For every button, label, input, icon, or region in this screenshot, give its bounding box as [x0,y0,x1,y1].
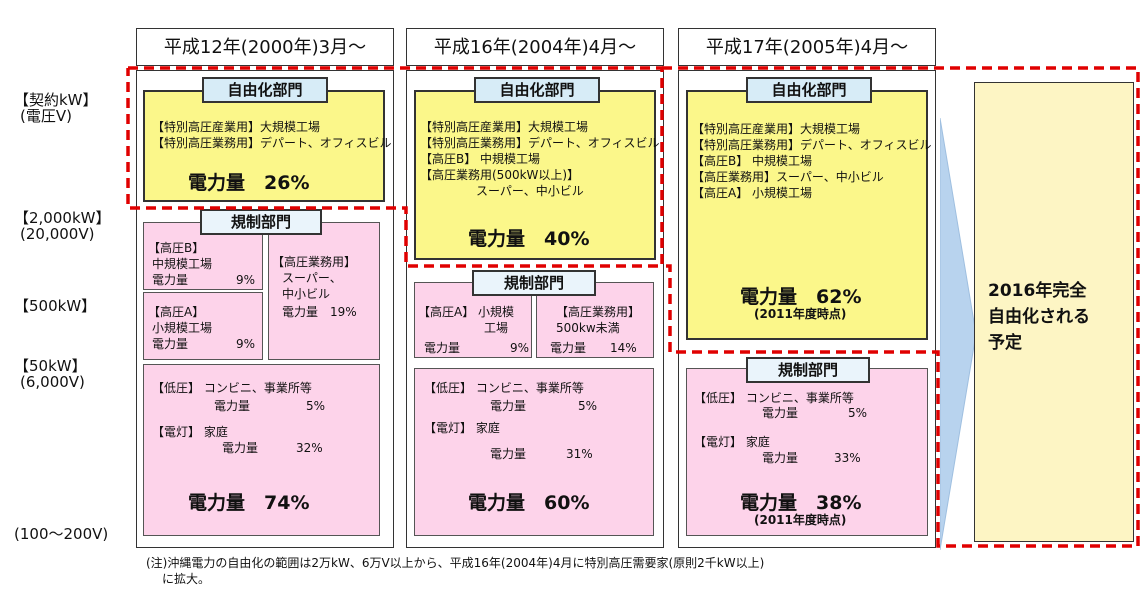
liberalized-line-2000-1: 【特別高圧産業用】大規模工場 [152,120,321,134]
highA-line2-2004: 工場 [484,321,509,335]
regulated-box-2004-low [414,368,654,536]
light-line2-2005: 電力量 [762,451,799,465]
business-line2-2000: 中小ビル [282,287,331,301]
business-line3-2004: 電力量 14% [550,341,637,355]
business-line2-2004: 500kw未満 [556,321,620,335]
regulated-box-2005 [686,368,928,536]
liberalized-power-2005: 電力量 62% [740,286,862,308]
regulated-title-2000: 規制部門 [200,209,322,235]
liberalized-title-2004: 自由化部門 [474,77,600,103]
liberalized-line-2005-5: 【高圧A】 小規模工場 [692,186,813,200]
regulated-title-2004: 規制部門 [472,270,596,296]
liberalized-title-2005: 自由化部門 [746,77,872,103]
liberalized-line-2005-4: 【高圧業務用】スーパー、中小ビル [692,170,884,184]
light-pct-2004: 31% [566,447,593,461]
future-liberalization-box [974,82,1134,542]
future-text-line1: 2016年完全 [988,281,1087,301]
column-header-2005: 平成17年(2005年)4月～ [678,28,936,66]
regulated-box-2000-highA [143,292,263,360]
liberalized-power-2004: 電力量 40% [468,228,590,250]
highA-line2-2000: 電力量 [152,337,189,351]
footnote-line2: に拡大。 [162,572,211,586]
y-label-50kw: 【50kW】 [14,357,87,375]
arrow-right-icon [940,118,977,550]
highA-label-2000: 【高圧A】 [148,305,205,319]
highB-line1-2000: 中規模工場 [152,257,213,271]
liberalized-line-2005-2: 【特別高圧業務用】デパート、オフィスビル [692,138,932,152]
business-label-2000: 【高圧業務用】 [272,255,357,269]
y-label-voltage: (電圧V) [20,107,72,125]
light-line1-2000: 【電灯】 家庭 [152,425,228,439]
highA-pct-2004: 9% [510,341,530,355]
liberalized-note-2005: (2011年度時点) [754,307,847,321]
y-label-20000v: (20,000V) [20,225,95,243]
liberalized-line-2004-4: 【高圧業務用(500kW以上)】 [420,168,580,182]
light-line1-2004: 【電灯】 家庭 [424,421,500,435]
footnote-line1: (注)沖縄電力の自由化の範囲は2万kW、6万V以上から、平成16年(2004年)… [146,556,765,570]
future-text-line2: 自由化される [988,307,1090,327]
business-line1-2000: スーパー、 [282,271,342,285]
y-label-contract-kw: 【契約kW】 [14,91,98,109]
regulated-power-2000: 電力量 74% [188,492,310,514]
liberalized-line-2004-2: 【特別高圧業務用】デパート、オフィスビル [420,136,660,150]
column-header-2000: 平成12年(2000年)3月～ [136,28,394,66]
liberalized-line-2004-5: スーパー、中小ビル [476,184,584,198]
y-label-2000kw: 【2,000kW】 [14,209,111,227]
regulated-note-2005: (2011年度時点) [754,513,847,527]
highB-label-2000: 【高圧B】 [148,241,205,255]
low-pct-2000: 5% [306,399,326,413]
liberalized-line-2005-3: 【高圧B】 中規模工場 [692,154,813,168]
liberalized-line-2004-1: 【特別高圧産業用】大規模工場 [420,120,589,134]
liberalized-line-2005-1: 【特別高圧産業用】大規模工場 [692,122,861,136]
liberalized-box-2000 [143,90,385,202]
light-pct-2005: 33% [834,451,861,465]
column-header-2004: 平成16年(2004年)4月～ [406,28,664,66]
business-line3-2000: 電力量 19% [282,305,357,319]
regulated-box-2000-low [143,364,380,536]
highA-line1-2000: 小規模工場 [152,321,213,335]
regulated-power-2004: 電力量 60% [468,492,590,514]
low-pct-2005: 5% [848,406,868,420]
low-line2-2005: 電力量 [762,406,799,420]
light-line2-2004: 電力量 [490,447,527,461]
low-line2-2000: 電力量 [214,399,251,413]
liberalized-box-2004 [414,90,656,260]
future-text-line3: 予定 [988,333,1022,353]
regulated-power-2005: 電力量 38% [740,492,862,514]
business-line1-2004: 【高圧業務用】 [556,305,641,319]
light-pct-2000: 32% [296,441,323,455]
liberalized-box-2005 [686,90,928,340]
highA-line3-2004: 電力量 [424,341,461,355]
low-line1-2004: 【低圧】 コンビニ、事業所等 [424,381,584,395]
y-label-100-200v: (100～200V) [14,525,109,543]
highA-pct-2000: 9% [236,337,256,351]
regulated-title-2005: 規制部門 [746,357,870,383]
highB-pct-2000: 9% [236,273,256,287]
liberalized-line-2000-2: 【特別高圧業務用】デパート、オフィスビル [152,136,392,150]
highA-line1-2004: 【高圧A】 小規模 [418,305,515,319]
low-line1-2000: 【低圧】 コンビニ、事業所等 [152,381,312,395]
liberalized-power-2000: 電力量 26% [188,172,310,194]
regulated-box-2000-business [268,222,380,360]
low-line1-2005: 【低圧】 コンビニ、事業所等 [694,391,854,405]
y-label-6000v: (6,000V) [20,373,85,391]
low-line2-2004: 電力量 [490,399,527,413]
liberalized-line-2004-3: 【高圧B】 中規模工場 [420,152,541,166]
low-pct-2004: 5% [578,399,598,413]
y-label-500kw: 【500kW】 [14,297,97,315]
light-line1-2005: 【電灯】 家庭 [694,435,770,449]
liberalized-title-2000: 自由化部門 [202,77,328,103]
light-line2-2000: 電力量 [222,441,259,455]
highB-line2-2000: 電力量 [152,273,189,287]
